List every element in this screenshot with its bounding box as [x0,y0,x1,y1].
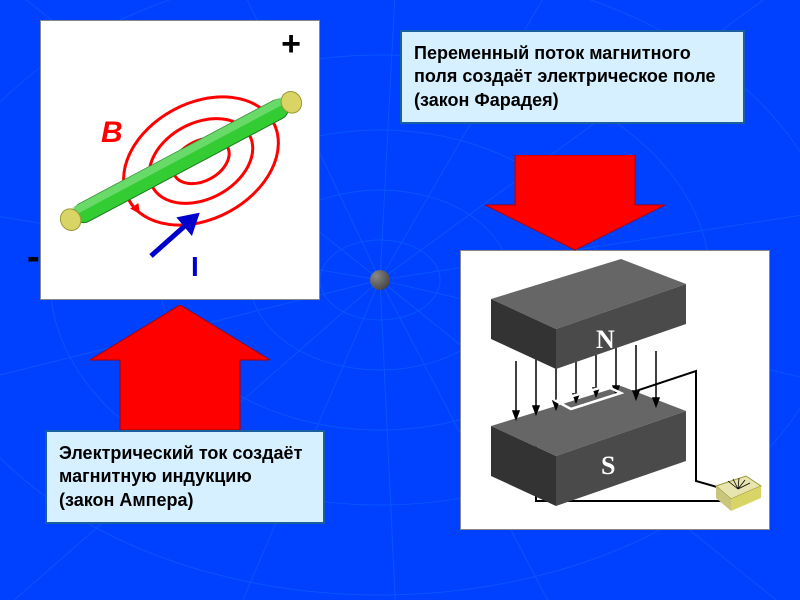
label-minus: - [27,236,40,279]
faraday-diagram: N S [460,250,770,530]
faraday-law-text: Переменный поток магнитного поля создаёт… [400,30,745,124]
label-plus: + [281,25,301,64]
arrow-up-icon [90,305,270,430]
ampere-diagram: В I + - [40,20,320,300]
label-B: В [101,116,123,150]
label-I: I [191,251,199,283]
label-S: S [601,451,615,481]
arrow-down-icon [485,155,665,255]
galvanometer-icon [716,476,761,511]
grid-center-dot [370,270,390,290]
label-N: N [596,325,615,355]
ampere-law-text: Электрический ток создаёт магнитную инду… [45,430,325,524]
